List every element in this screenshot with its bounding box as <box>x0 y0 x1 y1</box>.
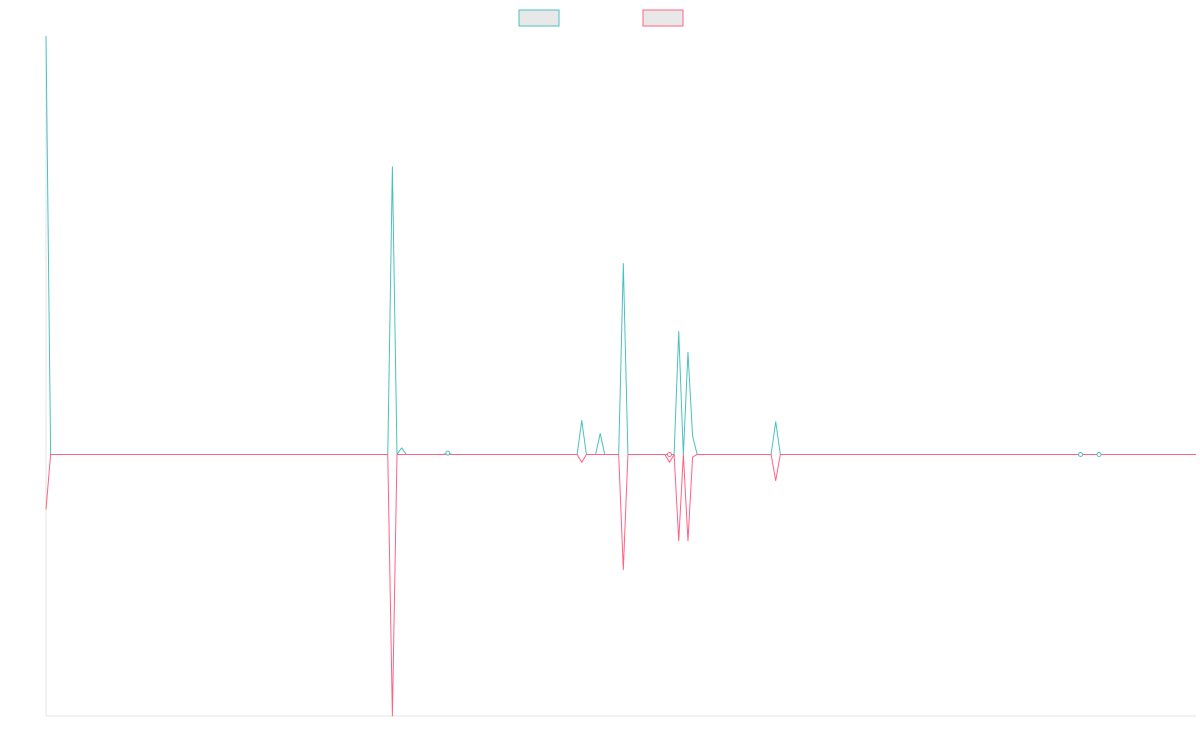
data-point-marker-3[interactable] <box>1078 451 1084 457</box>
series-line-1[interactable] <box>45 35 1196 455</box>
legend-item-1[interactable] <box>518 9 560 27</box>
legend-swatch-2 <box>642 9 684 27</box>
legend[interactable] <box>518 9 684 27</box>
legend-item-2[interactable] <box>642 9 684 27</box>
data-point-marker-2[interactable] <box>666 451 672 457</box>
legend-swatch-1 <box>518 9 560 27</box>
marker-layer <box>445 450 1102 457</box>
data-point-marker-4[interactable] <box>1096 451 1102 457</box>
data-point-marker-1[interactable] <box>445 450 451 456</box>
series-line-2[interactable] <box>45 453 1196 717</box>
series-layer <box>45 35 1196 717</box>
